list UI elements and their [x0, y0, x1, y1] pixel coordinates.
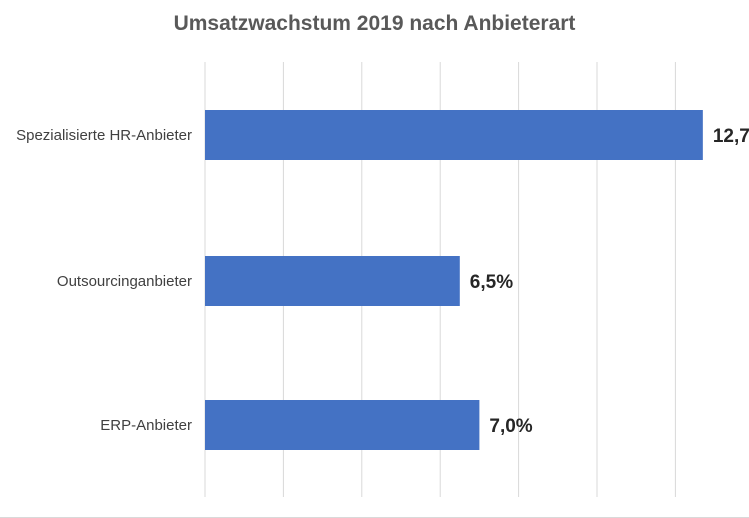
value-label-2: 7,0% [489, 416, 532, 437]
category-label-2: ERP-Anbieter [100, 417, 192, 434]
category-label-0: Spezialisierte HR-Anbieter [16, 127, 192, 144]
category-label-1: Outsourcinganbieter [57, 273, 192, 290]
bar-2 [205, 400, 480, 450]
bar-1 [205, 256, 460, 306]
value-label-1: 6,5% [470, 272, 513, 293]
chart-title: Umsatzwachstum 2019 nach Anbieterart [173, 12, 576, 35]
value-label-0: 12,7% [713, 126, 749, 147]
bar-0 [205, 110, 703, 160]
